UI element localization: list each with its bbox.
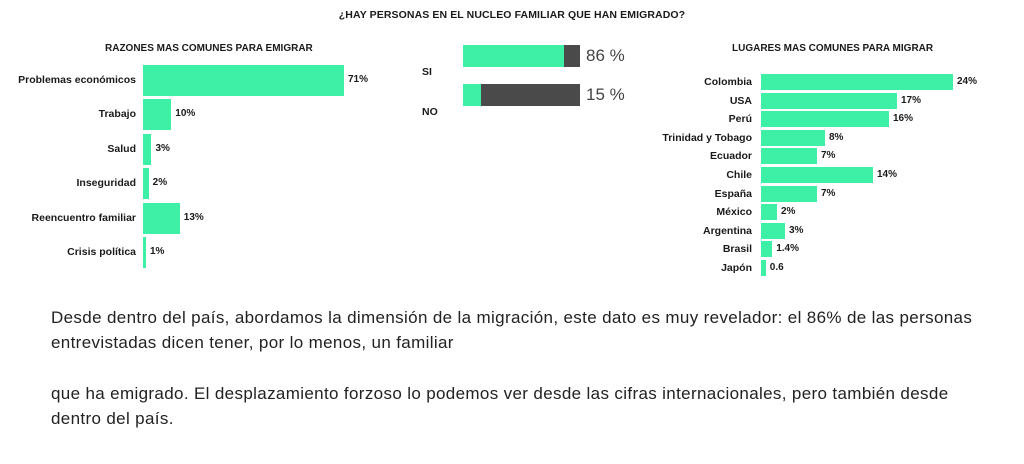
bar xyxy=(761,74,953,90)
category-label: Argentina xyxy=(702,224,752,237)
bar xyxy=(761,92,897,109)
category-label: Inseguridad xyxy=(76,177,136,190)
value-label: 86 % xyxy=(586,46,625,65)
category-label: Colombia xyxy=(704,76,752,88)
category-label: Ecuador xyxy=(709,150,752,163)
bar xyxy=(761,185,817,202)
category-label: Reencuentro familiar xyxy=(31,211,136,224)
bar xyxy=(761,148,817,165)
bar-remainder xyxy=(563,45,580,67)
value-label: 3% xyxy=(789,224,804,236)
value-label: 3% xyxy=(155,142,170,154)
value-label: 15 % xyxy=(586,85,625,104)
destinations-chart-title: LUGARES MAS COMUNES PARA MIGRAR xyxy=(732,43,934,54)
category-label: USA xyxy=(729,94,752,107)
bar xyxy=(761,204,777,221)
answer-label: SI xyxy=(422,66,432,78)
category-label: Salud xyxy=(107,142,136,155)
category-label: Crisis política xyxy=(67,246,136,258)
category-label: Brasil xyxy=(722,243,752,256)
bar-remainder xyxy=(480,84,580,106)
answer-label: NO xyxy=(422,106,438,118)
value-label: 14% xyxy=(877,169,898,180)
value-label: 7% xyxy=(821,187,836,199)
bar xyxy=(143,237,146,268)
value-label: 2% xyxy=(152,177,168,189)
value-label: 16% xyxy=(893,113,914,125)
value-label: 0.6 xyxy=(769,262,784,273)
bar xyxy=(761,111,889,128)
value-label: 2% xyxy=(781,206,796,218)
value-label: 24% xyxy=(957,76,978,87)
bar xyxy=(761,129,825,146)
value-label: 13% xyxy=(183,211,204,223)
bar xyxy=(143,99,172,131)
main-title: ¿HAY PERSONAS EN EL NUCLEO FAMILIAR QUE … xyxy=(338,9,686,21)
value-label: 17% xyxy=(901,94,922,106)
reasons-chart-title: RAZONES MAS COMUNES PARA EMIGRAR xyxy=(105,43,313,54)
value-label: 71% xyxy=(348,74,369,85)
category-label: España xyxy=(714,187,752,200)
category-label: Trinidad y Tobago xyxy=(662,131,752,144)
bar xyxy=(463,84,481,106)
category-label: Problemas económicos xyxy=(18,74,136,86)
bar xyxy=(761,222,785,239)
value-label: 8% xyxy=(829,131,844,143)
category-label: Chile xyxy=(726,169,752,181)
paragraph-2: que ha emigrado. El desplazamiento forzo… xyxy=(51,384,949,428)
paragraph-1: Desde dentro del país, abordamos la dime… xyxy=(51,308,973,352)
value-label: 7% xyxy=(821,150,836,162)
category-label: Trabajo xyxy=(98,108,136,121)
bar xyxy=(761,241,773,258)
value-label: 10% xyxy=(175,108,196,120)
value-label: 1% xyxy=(150,246,165,257)
bar xyxy=(143,133,152,165)
bar xyxy=(761,167,873,183)
bar xyxy=(463,45,564,67)
bar xyxy=(143,202,180,234)
category-label: Japón xyxy=(721,262,752,274)
bar xyxy=(143,168,149,200)
category-label: Perú xyxy=(728,113,752,126)
bar xyxy=(761,260,766,276)
category-label: México xyxy=(716,206,752,219)
value-label: 1.4% xyxy=(776,243,799,255)
bar xyxy=(143,65,344,96)
